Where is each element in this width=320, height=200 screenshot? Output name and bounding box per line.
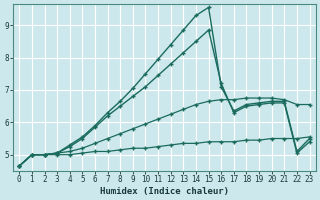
X-axis label: Humidex (Indice chaleur): Humidex (Indice chaleur) <box>100 187 229 196</box>
